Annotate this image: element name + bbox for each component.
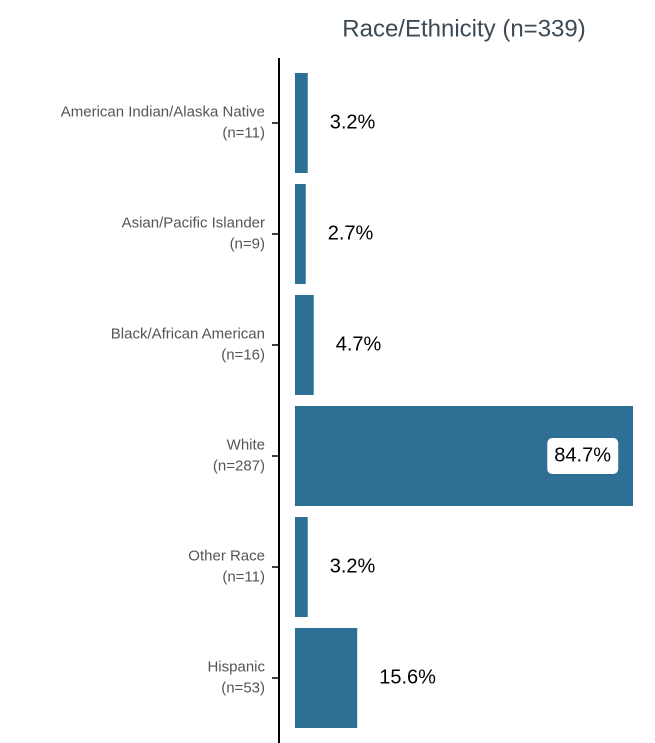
- y-tick-label: Black/African American: [111, 325, 265, 342]
- y-tick-label: Asian/Pacific Islander: [122, 214, 265, 231]
- y-tick-label: (n=53): [221, 679, 265, 696]
- y-tick-label: (n=11): [222, 568, 265, 585]
- value-label-box: [547, 438, 619, 474]
- chart-title: Race/Ethnicity (n=339): [342, 15, 585, 42]
- value-label: 15.6%: [379, 666, 436, 688]
- y-tick-label: (n=287): [213, 457, 265, 474]
- y-tick-label: (n=16): [221, 346, 265, 363]
- bar: [294, 295, 314, 395]
- y-tick-label: Hispanic: [207, 658, 265, 675]
- y-tick-label: Other Race: [188, 547, 265, 564]
- value-label: 84.7%: [554, 444, 611, 466]
- value-label: 3.2%: [330, 111, 376, 133]
- y-tick-label: (n=9): [230, 235, 265, 252]
- y-tick-label: American Indian/Alaska Native: [61, 103, 265, 120]
- bar: [294, 517, 308, 617]
- value-label: 4.7%: [336, 333, 382, 355]
- bar: [294, 184, 306, 284]
- y-tick-label: (n=11): [222, 124, 265, 141]
- value-label: 3.2%: [330, 555, 376, 577]
- value-label: 2.7%: [328, 222, 374, 244]
- y-tick-label: White: [227, 436, 265, 453]
- bar: [294, 628, 358, 728]
- bar: [294, 73, 308, 173]
